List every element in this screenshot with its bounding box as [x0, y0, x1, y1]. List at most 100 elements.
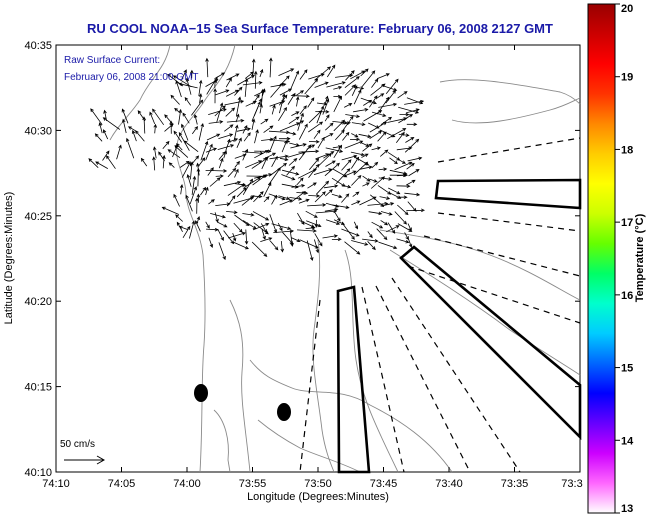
- x-axis-label: Longitude (Degrees:Minutes): [247, 491, 389, 503]
- current-vector: [260, 118, 269, 125]
- radar-footprints: [336, 178, 582, 474]
- colorbar-tick-label: 18: [621, 144, 633, 156]
- current-vector: [234, 160, 240, 168]
- dashed-beam: [391, 277, 521, 473]
- current-vector: [296, 191, 309, 195]
- current-vector: [397, 91, 408, 99]
- current-vector: [218, 133, 234, 139]
- current-vector: [232, 232, 237, 242]
- current-vector: [170, 94, 180, 105]
- current-vector: [398, 114, 414, 124]
- dashed-beam: [299, 299, 321, 473]
- current-vector: [135, 130, 145, 142]
- current-vector: [307, 182, 317, 189]
- current-vector: [362, 175, 371, 182]
- current-vector: [325, 189, 333, 197]
- legend-line-1: Raw Surface Current:: [64, 55, 160, 66]
- current-vector: [325, 122, 334, 131]
- current-vector: [173, 130, 183, 143]
- current-vector: [195, 220, 201, 232]
- colorbar-tick-label: 14: [621, 435, 634, 447]
- current-vector: [291, 111, 300, 116]
- x-tick-label: 73:50: [304, 478, 332, 490]
- current-vector: [208, 199, 215, 205]
- current-vector: [233, 222, 243, 233]
- current-vector: [351, 200, 361, 206]
- current-vector: [396, 195, 408, 200]
- current-vector: [174, 107, 181, 114]
- current-vector: [404, 192, 421, 197]
- current-vector: [152, 108, 165, 126]
- current-vector: [324, 95, 329, 105]
- current-vector: [290, 143, 307, 149]
- current-vector: [335, 129, 345, 141]
- current-vector: [353, 108, 369, 113]
- current-vector: [198, 122, 204, 141]
- current-vector: [271, 223, 292, 230]
- current-vector: [323, 151, 335, 159]
- y-axis: 40:10 40:15 40:20 40:25 40:30 40:35: [24, 40, 580, 479]
- current-vector: [207, 167, 214, 176]
- current-vector: [279, 199, 293, 206]
- current-vector: [376, 73, 390, 80]
- current-vector: [254, 150, 270, 159]
- current-vector: [218, 242, 226, 261]
- current-vector: [380, 220, 389, 226]
- current-vector: [322, 234, 338, 239]
- current-vector: [370, 176, 386, 189]
- current-vector: [225, 107, 236, 117]
- current-vector: [252, 174, 268, 186]
- current-vector: [223, 230, 235, 245]
- y-axis-label: Latitude (Degrees:Minutes): [3, 192, 15, 325]
- current-vector: [325, 160, 336, 167]
- current-vector: [282, 169, 300, 176]
- current-vector: [236, 127, 251, 132]
- current-vector: [191, 125, 199, 135]
- current-vector: [185, 77, 192, 95]
- current-vector: [325, 219, 341, 225]
- current-vector: [299, 105, 307, 115]
- current-vector: [351, 133, 359, 138]
- current-vector: [236, 96, 242, 116]
- current-vector: [289, 196, 303, 201]
- current-vector: [185, 194, 193, 212]
- current-vector: [344, 76, 360, 89]
- current-vector: [324, 207, 339, 212]
- current-vector: [103, 129, 109, 140]
- current-vector: [350, 156, 360, 169]
- current-vector: [279, 88, 293, 96]
- current-vector: [362, 238, 379, 243]
- current-vector: [200, 140, 209, 161]
- dashed-beam: [423, 235, 581, 277]
- current-vector: [116, 144, 122, 160]
- current-vector: [278, 68, 295, 76]
- radar-site-marker: [277, 403, 291, 421]
- current-vector: [341, 159, 352, 171]
- current-vector: [277, 222, 283, 232]
- current-vector: [149, 111, 156, 125]
- colorbar-tick-label: 13: [621, 503, 633, 515]
- current-vector: [215, 89, 230, 96]
- current-vector: [334, 211, 341, 222]
- current-vector: [169, 120, 173, 134]
- isobath-contour: [439, 79, 581, 105]
- current-vector: [290, 70, 300, 90]
- current-vector: [254, 129, 259, 144]
- dashed-beam: [437, 137, 581, 163]
- current-vector: [216, 102, 224, 123]
- current-vector: [344, 241, 361, 255]
- current-vector: [296, 177, 304, 186]
- current-vector: [269, 154, 289, 160]
- current-vector: [405, 108, 420, 114]
- current-vector: [343, 170, 357, 177]
- current-vector: [270, 82, 287, 88]
- current-vector: [351, 174, 362, 186]
- current-vector: [408, 238, 413, 248]
- current-vector: [191, 99, 204, 116]
- current-vector: [181, 123, 189, 141]
- current-vector: [278, 195, 291, 200]
- current-vector: [251, 101, 261, 122]
- current-vector: [94, 133, 103, 142]
- current-vector: [142, 116, 146, 134]
- current-vector: [153, 123, 158, 134]
